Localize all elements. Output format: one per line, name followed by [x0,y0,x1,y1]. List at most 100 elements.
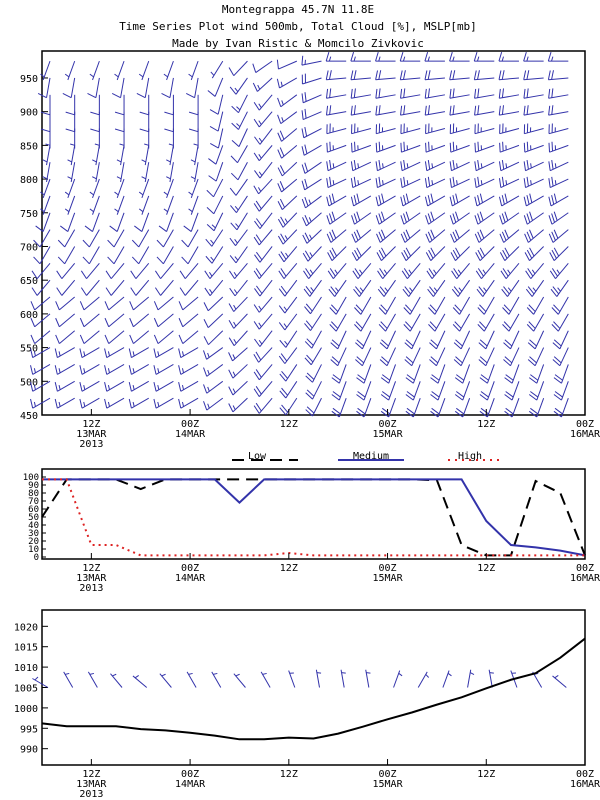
barb-feather [429,359,437,367]
barb-shaft [234,279,248,297]
barb-feather [139,128,149,133]
barb-feather [329,141,331,152]
barb-shaft [511,381,520,401]
barb-shaft [155,397,174,409]
barb-feather [406,407,415,415]
barb-feather [205,255,213,264]
barb-feather [354,249,360,259]
barb-feather [279,181,285,191]
barb-shaft [92,60,100,81]
y-tick-label: 1000 [14,704,38,715]
barb-shaft [46,162,51,183]
barb-feather [256,285,263,294]
barb-shaft [455,246,470,261]
barb-half-feather [382,180,384,185]
barb-shaft [61,279,76,296]
barb-shaft [312,397,322,417]
barb-feather [304,306,311,315]
barb-half-feather [188,208,193,213]
barb-feather [405,247,412,257]
barb-feather [253,118,260,128]
barb-feather [477,324,485,332]
barb-shaft [338,364,347,384]
barb-shaft [166,212,174,232]
x-tick-label: 12Z [82,419,100,430]
barb-feather [356,394,365,401]
barb-half-feather [532,287,537,292]
barb-half-feather [157,385,160,390]
barb-feather [502,324,510,332]
barb-shaft [434,296,446,315]
barb-shaft [217,94,224,115]
barb-feather [79,301,85,311]
barb-feather [188,128,199,133]
barb-shaft [502,212,520,225]
barb-feather [229,255,237,264]
barb-half-feather [34,676,39,681]
barb-shaft [133,313,150,328]
barb-feather [475,252,481,261]
barb-shaft [559,330,569,350]
barb-shaft [283,263,298,279]
barb-feather [455,211,459,221]
x-tick-label: 12Z [280,769,298,780]
barb-half-feather [480,163,483,169]
barb-shaft [83,296,100,311]
barb-half-feather [359,287,364,292]
x-tick-label: 2013 [79,789,103,800]
barb-feather [526,159,529,170]
barb-shaft [529,246,544,261]
barb-shaft [259,279,273,297]
barb-shaft [182,330,199,344]
x-tick-label: 12Z [82,769,100,780]
barb-feather [131,239,140,248]
barb-feather [331,356,340,364]
barb-shaft [81,397,100,409]
barb-shaft [255,60,273,73]
barb-shaft [338,397,347,418]
barb-feather [552,359,561,367]
barb-shaft [233,330,248,347]
barb-feather [40,128,51,133]
barb-feather [498,51,503,62]
barb-feather [230,172,239,181]
barb-feather [330,321,339,329]
barb-feather [281,387,288,396]
barb-feather [350,161,354,171]
barb-feather [185,92,195,99]
barb-feather [526,213,531,223]
legend-low-label: Low [248,451,267,462]
barb-feather [229,270,236,279]
barb-feather [153,365,157,375]
barb-half-feather [378,56,381,62]
barb-half-feather [530,163,532,169]
barb-shaft [258,229,273,246]
barb-shaft [131,380,149,392]
barb-half-feather [181,368,185,373]
barb-feather [31,287,38,296]
barb-feather [403,70,406,80]
barb-feather [79,348,83,358]
barb-shaft [211,246,224,264]
x-tick-label: 00Z [576,563,594,574]
barb-feather [502,268,509,277]
barb-feather [304,232,310,242]
barb-half-feather [431,180,434,185]
barb-shaft [232,364,248,379]
barb-feather [306,372,315,380]
barb-feather [304,108,307,119]
barb-feather [381,339,389,347]
barb-feather [279,390,287,399]
barb-half-feather [114,208,119,213]
barb-feather [281,404,288,413]
barb-feather [528,410,538,418]
barb-shaft [236,195,248,213]
x-tick-label: 15MAR [372,429,403,440]
barb-feather [56,270,63,279]
barb-half-feather [447,672,452,677]
barb-shaft [511,364,520,384]
barb-feather [449,161,452,171]
